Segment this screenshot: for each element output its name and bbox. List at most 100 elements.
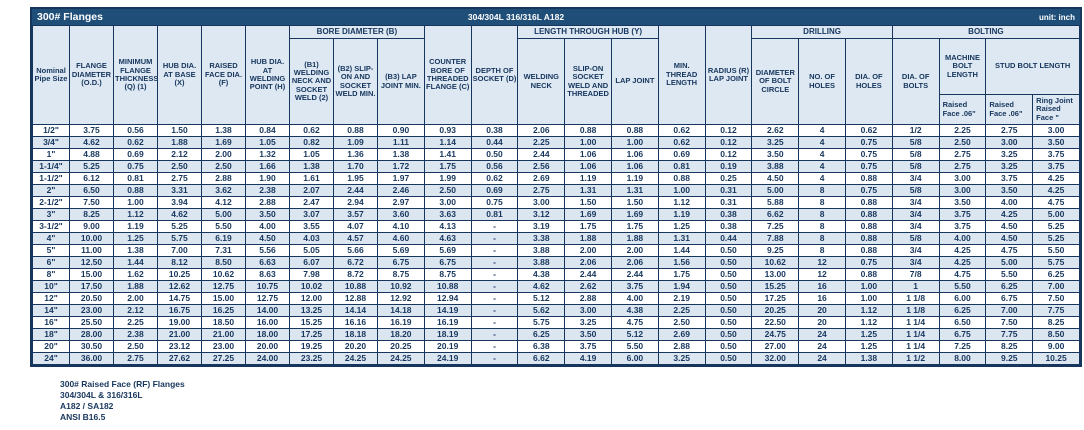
- value-cell: 5.75: [157, 232, 202, 245]
- value-cell: 4.62: [517, 280, 566, 293]
- value-cell: 6.75: [377, 256, 425, 269]
- value-cell: 0.12: [704, 148, 753, 161]
- col-header-bolt-circle: DIAMETER OF BOLT CIRCLE: [751, 38, 800, 125]
- value-cell: 0.50: [704, 352, 753, 365]
- value-cell: 6.25: [938, 304, 987, 317]
- pipe-size-cell: 10": [32, 280, 70, 293]
- value-cell: 2.25: [517, 136, 566, 149]
- value-cell: 3.88: [751, 160, 800, 173]
- value-cell: 5.62: [517, 304, 566, 317]
- value-cell: 10.25: [157, 268, 202, 281]
- value-cell: 0.69: [113, 148, 158, 161]
- value-cell: 5.00: [985, 256, 1034, 269]
- value-cell: 1.50: [157, 124, 202, 137]
- value-cell: 4.50: [985, 232, 1034, 245]
- value-cell: 4.75: [1032, 196, 1080, 209]
- value-cell: 2.50: [113, 340, 158, 353]
- material-label: 304/304L 316/316L A182: [467, 12, 565, 22]
- value-cell: 2.25: [938, 124, 987, 137]
- value-cell: 2.69: [517, 172, 566, 185]
- value-cell: 5/8: [891, 232, 940, 245]
- value-cell: 27.62: [157, 352, 202, 365]
- value-cell: 20.20: [333, 340, 378, 353]
- pipe-size-cell: 18": [32, 328, 70, 341]
- value-cell: 0.88: [333, 124, 378, 137]
- value-cell: 1.94: [657, 280, 706, 293]
- col-header-b1: (B1) WELDING NECK AND SOCKET WELD (2): [289, 38, 334, 125]
- value-cell: 6.75: [985, 292, 1034, 305]
- value-cell: 1 1/4: [891, 340, 940, 353]
- value-cell: 1.19: [610, 172, 659, 185]
- value-cell: 7.50: [985, 316, 1034, 329]
- value-cell: 6.00: [610, 352, 659, 365]
- value-cell: 14.18: [377, 304, 425, 317]
- table-row: 2-1/2" 7.50 1.00 3.94 4.12 2.88 2.47 2.94 2.97 3.…: [32, 196, 1080, 209]
- value-cell: 4.25: [1032, 184, 1080, 197]
- value-cell: 1.00: [844, 292, 893, 305]
- subcol-header-sbl-raised-face: Raised Face .06": [985, 94, 1034, 125]
- value-cell: 6.00: [938, 292, 987, 305]
- value-cell: 0.84: [245, 124, 290, 137]
- value-cell: 0.44: [470, 136, 519, 149]
- value-cell: 3.75: [1032, 148, 1080, 161]
- value-cell: 1.25: [844, 340, 893, 353]
- value-cell: 2.88: [564, 292, 612, 305]
- value-cell: 1.00: [113, 196, 158, 209]
- value-cell: 1.12: [844, 304, 893, 317]
- value-cell: 3.75: [938, 208, 987, 221]
- value-cell: 12.75: [201, 280, 246, 293]
- value-cell: 1.56: [657, 256, 706, 269]
- value-cell: 27.25: [201, 352, 246, 365]
- value-cell: 12.50: [69, 256, 114, 269]
- table-row: 3" 8.25 1.12 4.62 5.00 3.50 3.07 3.57 3.60 3.63 0.…: [32, 208, 1080, 221]
- value-cell: 5.69: [377, 244, 425, 257]
- value-cell: 16.75: [157, 304, 202, 317]
- value-cell: 3.55: [289, 220, 334, 233]
- value-cell: 1.19: [113, 220, 158, 233]
- table-row: 8" 15.00 1.62 10.25 10.62 8.63 7.98 8.72 8.75 8.7…: [32, 268, 1080, 281]
- value-cell: 1.66: [245, 160, 290, 173]
- col-header-counter-bore: COUNTER BORE OF THREADED FLANGE (C): [423, 25, 472, 125]
- value-cell: 14.14: [333, 304, 378, 317]
- value-cell: 6.50: [938, 316, 987, 329]
- col-header-depth-of-socket: DEPTH OF SOCKET (D): [470, 25, 519, 125]
- value-cell: 4.25: [938, 256, 987, 269]
- value-cell: 0.56: [470, 160, 519, 173]
- value-cell: 2.88: [201, 172, 246, 185]
- value-cell: 2.75: [157, 172, 202, 185]
- value-cell: 6.50: [69, 184, 114, 197]
- value-cell: 3.50: [245, 208, 290, 221]
- value-cell: 2.62: [564, 280, 612, 293]
- value-cell: 3.50: [938, 196, 987, 209]
- value-cell: 8.25: [1032, 316, 1080, 329]
- value-cell: 0.50: [704, 316, 753, 329]
- value-cell: 0.75: [470, 196, 519, 209]
- value-cell: 1.36: [333, 148, 378, 161]
- value-cell: 15.25: [289, 316, 334, 329]
- value-cell: 5.25: [1032, 232, 1080, 245]
- value-cell: 0.88: [844, 268, 893, 281]
- value-cell: 2.44: [333, 184, 378, 197]
- value-cell: 0.88: [844, 172, 893, 185]
- value-cell: 0.12: [704, 124, 753, 137]
- table-row: 1/2" 3.75 0.56 1.50 1.38 0.84 0.62 0.88 0.90 0.93…: [32, 124, 1080, 137]
- value-cell: 20: [798, 304, 846, 317]
- value-cell: 0.75: [844, 160, 893, 173]
- col-header-machine-bolt-length: MACHINE BOLT LENGTH: [938, 38, 987, 95]
- value-cell: 4.50: [985, 220, 1034, 233]
- value-cell: 0.50: [704, 292, 753, 305]
- value-cell: 4.75: [938, 268, 987, 281]
- value-cell: 12.75: [245, 292, 290, 305]
- value-cell: 1 1/2: [891, 352, 940, 365]
- footnote-line: ANSI B16.5: [60, 412, 106, 422]
- value-cell: 3.50: [985, 184, 1034, 197]
- value-cell: 2.44: [610, 268, 659, 281]
- value-cell: 0.75: [113, 160, 158, 173]
- col-header-hub-dia-base: HUB DIA. AT BASE (X): [157, 25, 202, 125]
- value-cell: 3.94: [157, 196, 202, 209]
- value-cell: 0.62: [470, 172, 519, 185]
- value-cell: 9.00: [69, 220, 114, 233]
- value-cell: 1.44: [113, 256, 158, 269]
- value-cell: 5.05: [289, 244, 334, 257]
- value-cell: 4: [798, 124, 846, 137]
